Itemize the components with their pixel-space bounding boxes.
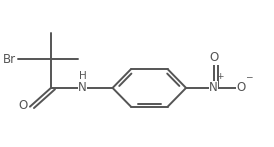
Text: O: O [209,51,218,64]
Text: Br: Br [2,53,16,66]
Text: O: O [19,99,28,112]
Text: +: + [216,72,224,81]
Text: N: N [78,81,87,94]
Text: N: N [209,81,218,94]
Text: O: O [236,81,246,94]
Text: H: H [79,71,86,81]
Text: −: − [245,72,253,81]
